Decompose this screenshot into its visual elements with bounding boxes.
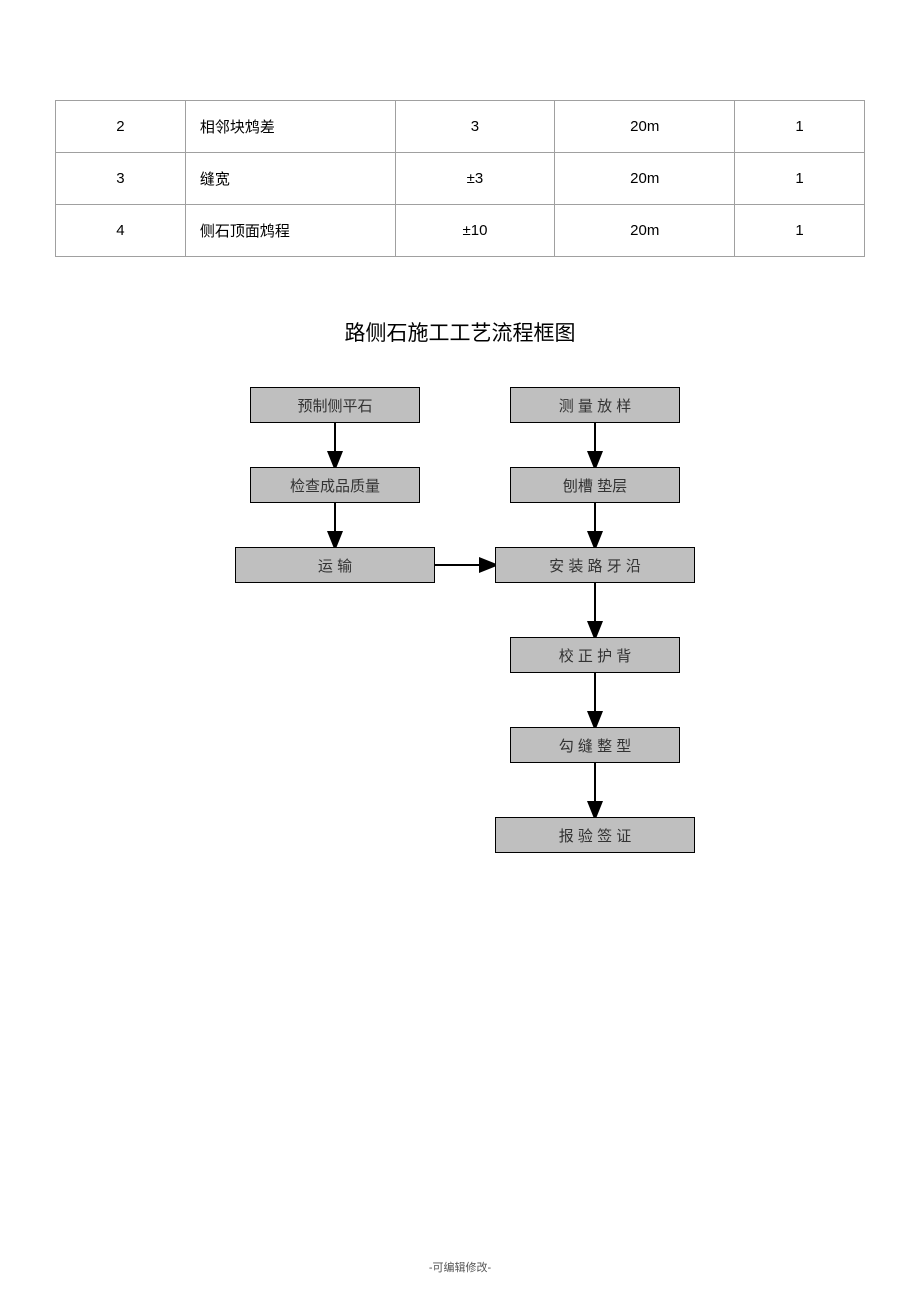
table-cell: 20m [555,205,735,257]
table-cell: 1 [735,153,865,205]
table-cell: ±3 [395,153,555,205]
table-cell: ±10 [395,205,555,257]
table-cell: 3 [56,153,186,205]
flowchart-node-n4: 刨槽 垫层 [510,467,680,503]
flowchart-node-n1: 预制侧平石 [250,387,420,423]
flowchart-title: 路侧石施工工艺流程框图 [55,317,865,347]
table-cell: 3 [395,101,555,153]
table-cell: 4 [56,205,186,257]
flowchart-node-n6: 安 装 路 牙 沿 [495,547,695,583]
page-footer: -可编辑修改- [0,1259,920,1275]
flowchart-node-n8: 勾 缝 整 型 [510,727,680,763]
flowchart-node-n5: 运 输 [235,547,435,583]
flowchart-canvas: 预制侧平石 测 量 放 样检查成品质量 刨槽 垫层运 输 安 装 路 牙 沿校 正 护… [180,387,740,927]
table-row: 2相邻块鸩差320m1 [56,101,865,153]
table-cell: 1 [735,101,865,153]
flowchart-node-n9: 报 验 签 证 [495,817,695,853]
table-cell: 2 [56,101,186,153]
tolerance-table: 2相邻块鸩差320m13缝宽±320m14侧石顶面鸩程±1020m1 [55,100,865,257]
table-row: 3缝宽±320m1 [56,153,865,205]
table-cell: 20m [555,101,735,153]
table-cell: 侧石顶面鸩程 [185,205,395,257]
table-cell: 1 [735,205,865,257]
table-cell: 相邻块鸩差 [185,101,395,153]
table-cell: 缝宽 [185,153,395,205]
flowchart-node-n7: 校 正 护 背 [510,637,680,673]
table-row: 4侧石顶面鸩程±1020m1 [56,205,865,257]
table-cell: 20m [555,153,735,205]
flowchart-node-n3: 检查成品质量 [250,467,420,503]
flowchart-node-n2: 测 量 放 样 [510,387,680,423]
